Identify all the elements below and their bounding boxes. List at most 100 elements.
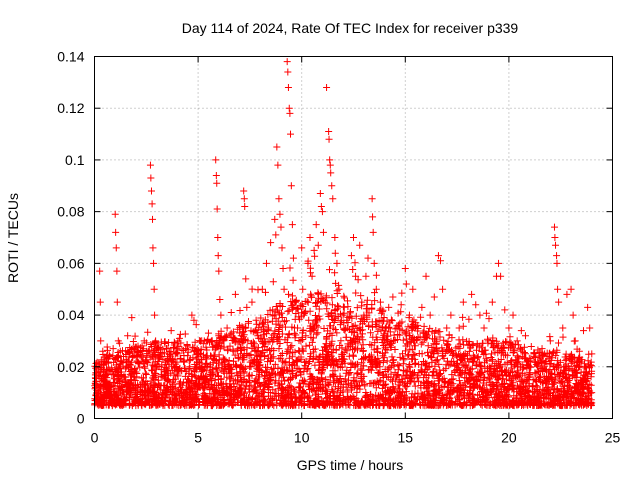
data-point: [120, 352, 128, 360]
data-point: [559, 324, 567, 332]
data-point: [284, 84, 292, 92]
data-point: [142, 371, 150, 379]
data-point: [117, 383, 125, 391]
x-tick-label: 25: [605, 430, 621, 446]
data-point: [287, 182, 295, 190]
data-point: [552, 241, 560, 249]
data-point: [113, 267, 121, 275]
data-point: [242, 275, 250, 283]
y-tick-labels: 0 0.02 0.04 0.06 0.08 0.1 0.12 0.14: [57, 49, 84, 427]
data-point: [151, 311, 159, 319]
data-point: [287, 130, 295, 138]
data-point: [289, 254, 297, 262]
data-point: [563, 290, 571, 298]
data-point: [350, 234, 357, 241]
data-point: [575, 347, 583, 355]
data-point: [418, 303, 426, 311]
data-point: [298, 244, 306, 252]
data-point: [495, 259, 503, 267]
data-point: [236, 321, 244, 329]
y-tick-label: 0.1: [65, 152, 85, 168]
data-point: [144, 347, 152, 355]
data-point: [124, 332, 132, 340]
data-point: [497, 272, 505, 280]
data-point: [521, 332, 529, 340]
data-point: [513, 337, 521, 345]
y-tick-label: 0.08: [57, 204, 84, 220]
data-point: [214, 234, 222, 241]
data-point: [397, 301, 405, 309]
data-point: [286, 109, 294, 117]
data-point: [109, 345, 117, 353]
data-point: [212, 171, 220, 179]
data-point: [405, 311, 413, 319]
data-point: [551, 234, 559, 241]
data-point: [231, 290, 239, 298]
data-point: [134, 342, 142, 350]
data-point: [488, 298, 496, 306]
data-point: [260, 352, 268, 360]
data-point: [308, 272, 316, 280]
data-point: [347, 252, 355, 260]
data-point: [480, 324, 488, 332]
data-point: [161, 340, 169, 348]
data-point: [476, 311, 484, 319]
data-point: [304, 259, 312, 267]
data-point: [269, 306, 277, 314]
data-point: [316, 190, 324, 198]
data-point: [393, 324, 401, 332]
data-point: [155, 381, 163, 389]
x-tick-labels: 0 5 10 15 20 25: [91, 430, 621, 446]
data-point: [586, 324, 594, 332]
data-point: [277, 223, 285, 231]
data-point: [296, 347, 304, 355]
y-tick-label: 0.06: [57, 255, 84, 271]
data-point: [430, 293, 438, 301]
data-point: [254, 365, 262, 373]
data-point: [180, 358, 188, 366]
data-point: [184, 378, 192, 386]
data-point: [553, 259, 561, 267]
data-point: [534, 368, 542, 376]
data-point: [103, 378, 111, 386]
data-point: [569, 311, 577, 319]
data-point: [437, 257, 445, 265]
data-point: [126, 360, 134, 368]
data-point: [198, 365, 206, 373]
data-point: [370, 259, 378, 267]
data-point: [472, 301, 480, 309]
plot-frame: [94, 56, 613, 419]
data-point: [288, 221, 296, 229]
data-point: [362, 272, 370, 280]
data-point: [530, 350, 538, 358]
data-point: [447, 311, 455, 319]
data-point: [92, 383, 100, 391]
data-point: [97, 337, 105, 345]
data-point: [310, 246, 318, 254]
data-point: [152, 337, 160, 345]
data-point: [284, 68, 292, 76]
data-point: [213, 205, 221, 213]
data-point: [227, 308, 235, 316]
data-point: [291, 298, 299, 306]
data-point: [567, 285, 575, 293]
data-point: [554, 285, 562, 293]
data-point: [98, 376, 106, 384]
data-point: [111, 210, 119, 218]
data-point: [389, 293, 397, 301]
data-point: [414, 321, 422, 329]
data-point: [192, 373, 200, 381]
data-point: [256, 334, 264, 342]
data-point: [100, 389, 108, 397]
data-point: [335, 285, 343, 293]
data-point: [182, 345, 190, 353]
data-point: [318, 208, 326, 216]
data-point: [248, 298, 256, 306]
data-point: [173, 368, 181, 376]
data-point: [439, 285, 447, 293]
data-point: [186, 363, 194, 371]
data-point: [107, 386, 115, 394]
data-point: [327, 169, 335, 177]
data-point: [95, 368, 103, 376]
